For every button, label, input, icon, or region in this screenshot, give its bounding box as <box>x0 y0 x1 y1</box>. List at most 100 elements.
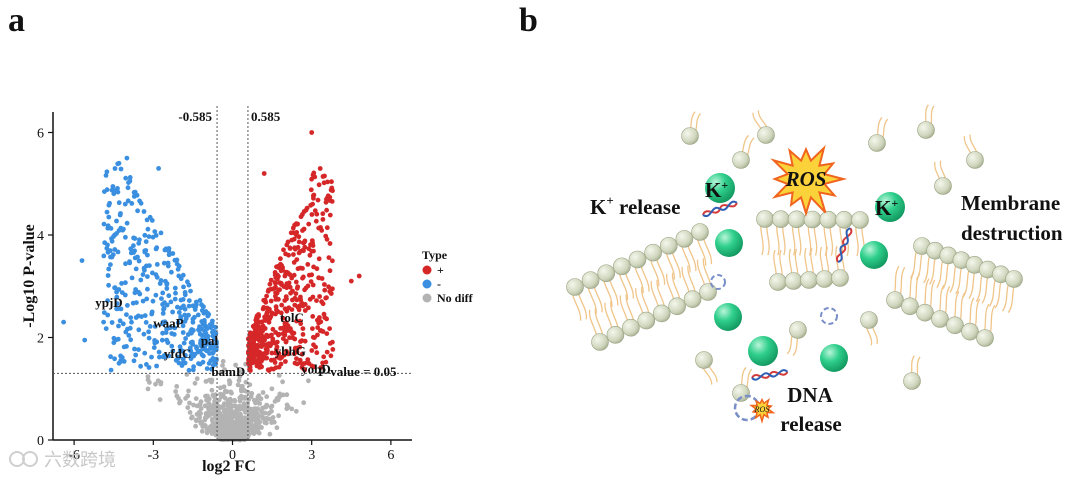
down-point <box>200 333 205 338</box>
down-point <box>142 267 147 273</box>
down-point <box>159 337 165 343</box>
watermark: 六数跨境 <box>9 450 116 471</box>
down-point <box>152 324 158 329</box>
nodiff-point <box>274 425 280 431</box>
lipid-head <box>851 211 869 229</box>
up-point <box>261 305 267 310</box>
up-point <box>293 279 299 285</box>
up-point <box>287 246 293 251</box>
down-point <box>114 301 120 306</box>
watermark-logo-icon <box>9 451 25 467</box>
nodiff-point <box>216 404 222 410</box>
down-point <box>106 214 112 220</box>
down-point <box>123 175 129 181</box>
down-point <box>204 339 210 345</box>
watermark-logo-icon-2 <box>22 451 38 467</box>
up-point <box>318 365 324 370</box>
up-point <box>316 256 322 262</box>
down-point <box>146 234 152 240</box>
down-point <box>204 348 210 354</box>
down-point <box>125 198 131 204</box>
k-ion-label: K+ <box>705 178 728 202</box>
up-point <box>294 285 300 291</box>
up-point <box>302 308 308 313</box>
up-point <box>285 270 291 276</box>
down-point <box>180 297 186 302</box>
lipid-head <box>695 351 713 369</box>
down-point <box>166 252 172 258</box>
up-point <box>320 217 326 222</box>
up-point <box>255 342 261 348</box>
up-point <box>282 324 287 330</box>
legend-title: Type <box>422 248 448 262</box>
up-point <box>306 361 312 366</box>
up-point <box>327 268 333 274</box>
down-point <box>144 296 150 302</box>
down-point <box>160 302 166 307</box>
down-point <box>133 352 139 358</box>
down-point <box>141 209 147 214</box>
nodiff-point <box>203 393 208 399</box>
down-point <box>186 298 192 303</box>
down-point <box>185 332 191 337</box>
down-point <box>111 234 116 239</box>
up-point <box>297 303 302 309</box>
down-point <box>114 218 119 224</box>
down-point <box>116 323 121 329</box>
down-point <box>125 326 130 332</box>
down-point <box>114 231 119 236</box>
nodiff-point <box>267 431 273 437</box>
up-point <box>294 318 299 324</box>
up-point <box>286 305 292 311</box>
down-point <box>157 281 163 286</box>
up-point <box>330 339 335 345</box>
k-release-label: K+ release <box>590 193 680 219</box>
up-point <box>328 353 334 359</box>
down-point <box>129 275 135 281</box>
down-point <box>172 325 178 331</box>
up-point <box>273 350 278 356</box>
down-points <box>61 155 219 373</box>
down-point <box>124 312 129 317</box>
nodiff-point <box>174 384 180 389</box>
nodiff-point <box>251 397 257 403</box>
up-point <box>328 187 334 193</box>
nodiff-point <box>204 430 210 436</box>
down-point <box>112 356 117 362</box>
up-point <box>305 357 311 362</box>
nodiff-point <box>225 406 231 412</box>
down-point <box>138 277 144 283</box>
gene-label-tolC: tolC <box>280 310 304 325</box>
down-point <box>133 315 139 320</box>
up-point <box>250 332 256 338</box>
up-point <box>307 252 313 258</box>
nodiff-point <box>145 386 151 392</box>
up-point <box>314 211 320 217</box>
down-point <box>119 281 124 286</box>
down-point <box>107 248 113 254</box>
down-point <box>127 178 133 184</box>
nodiff-point <box>218 415 224 420</box>
down-point <box>156 349 162 355</box>
lipid-head <box>934 177 952 195</box>
up-point <box>298 297 304 303</box>
x-tick-label: 6 <box>387 448 394 463</box>
nodiff-point <box>212 398 218 404</box>
up-point <box>273 330 279 335</box>
down-point <box>172 296 178 302</box>
up-point <box>310 314 316 319</box>
down-point <box>107 200 112 206</box>
down-point <box>112 166 118 171</box>
up-point <box>294 356 299 361</box>
down-point <box>146 335 152 341</box>
up-point <box>309 130 315 135</box>
up-point <box>306 305 311 311</box>
down-point <box>136 347 141 352</box>
up-point <box>302 338 308 344</box>
down-point <box>197 298 203 303</box>
down-point <box>174 261 180 267</box>
membrane-schematic: K+ K+ ROS ROS K+ release <box>566 104 1063 436</box>
nodiff-point <box>198 421 204 426</box>
up-point <box>294 230 300 235</box>
lipid-head <box>566 278 584 296</box>
